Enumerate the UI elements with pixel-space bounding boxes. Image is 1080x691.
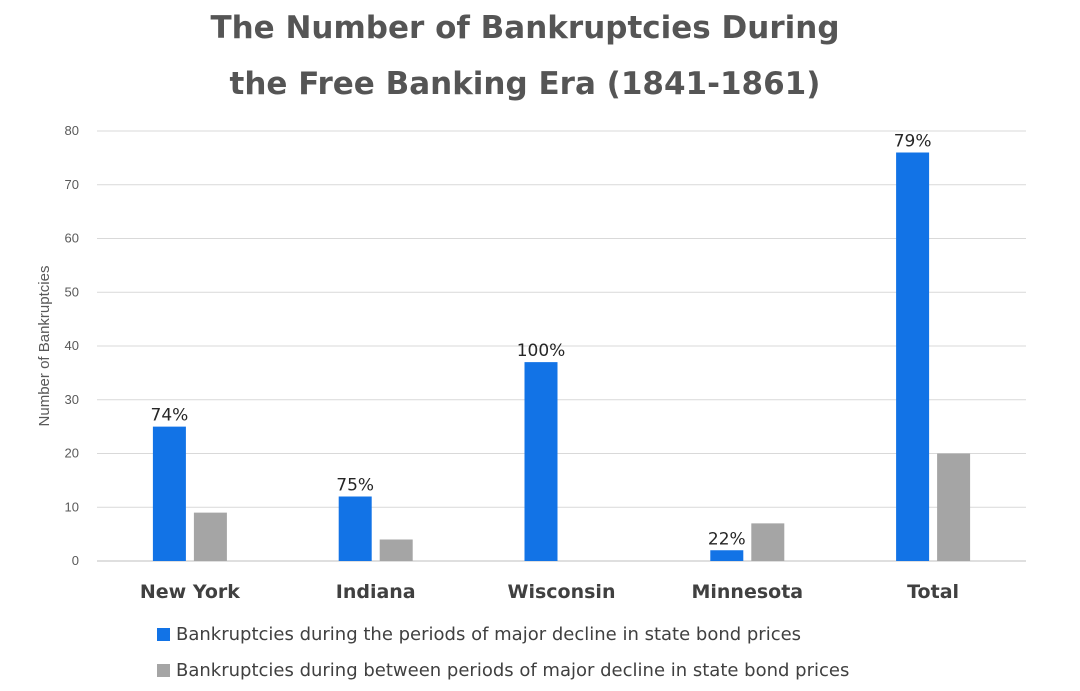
y-tick-label: 80: [65, 123, 79, 138]
legend-swatch-gray: [157, 664, 170, 677]
chart-title-line-2: the Free Banking Era (1841-1861): [229, 66, 821, 102]
y-tick-label: 0: [72, 553, 79, 568]
gridlines: [97, 130, 1026, 562]
bar-series-2-minnesota: [751, 523, 785, 561]
y-tick-label: 10: [65, 499, 79, 514]
data-label: 22%: [708, 529, 746, 549]
x-category-label: Wisconsin: [508, 581, 616, 603]
x-category-label: Total: [907, 581, 959, 603]
y-tick-label: 70: [65, 177, 79, 192]
legend-swatch-blue: [157, 628, 170, 641]
y-tick-label: 50: [65, 284, 79, 299]
y-tick-label: 20: [65, 446, 79, 461]
x-category-label: New York: [140, 581, 240, 603]
legend-label-series-2: Bankruptcies during between periods of m…: [176, 660, 850, 681]
x-category-label: Minnesota: [691, 581, 803, 603]
bar-series-1-indiana: [338, 496, 372, 561]
chart-title-line-1: The Number of Bankruptcies During: [210, 10, 840, 46]
data-label: 75%: [336, 476, 374, 496]
bar-series-1-wisconsin: [524, 362, 558, 561]
bars: [152, 152, 971, 561]
x-axis-categories: New York Indiana Wisconsin Minnesota Total: [140, 581, 959, 603]
data-label: 100%: [517, 341, 566, 361]
data-labels: 74% 75% 100% 22% 79%: [151, 132, 932, 550]
x-category-label: Indiana: [336, 581, 416, 603]
bar-series-2-new-york: [193, 512, 227, 561]
legend-label-series-1: Bankruptcies during the periods of major…: [176, 624, 802, 645]
legend-item-series-1: Bankruptcies during the periods of major…: [157, 624, 801, 645]
y-tick-label: 60: [65, 231, 79, 246]
y-axis-ticks: 0 10 20 30 40 50 60 70 80: [65, 123, 79, 568]
bar-series-1-total: [896, 152, 930, 561]
bar-series-1-new-york: [152, 426, 186, 561]
y-tick-label: 30: [65, 392, 79, 407]
y-axis-title: Number of Bankruptcies: [36, 266, 53, 427]
legend-item-series-2: Bankruptcies during between periods of m…: [157, 660, 849, 681]
bar-chart: 0 10 20 30 40 50 60 70 80 74% 75% 100% 22% 79% New Y…: [36, 123, 1026, 603]
data-label: 74%: [151, 406, 189, 426]
bar-series-1-minnesota: [710, 550, 744, 561]
bar-series-2-indiana: [379, 539, 413, 561]
data-label: 79%: [894, 132, 932, 152]
y-tick-label: 40: [65, 338, 79, 353]
bar-series-2-total: [937, 453, 971, 561]
